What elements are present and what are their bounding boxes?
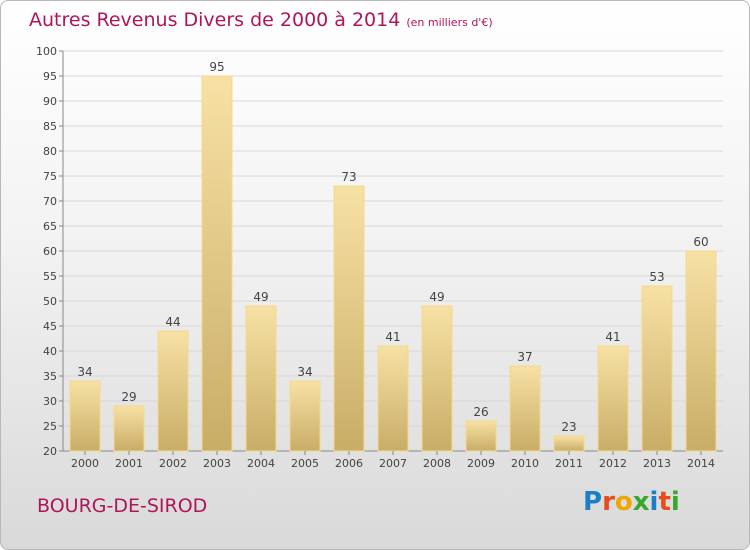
y-tick-label: 30 — [43, 395, 57, 408]
bar — [333, 185, 365, 452]
bar — [157, 330, 189, 452]
bar — [641, 285, 673, 452]
x-tick-label: 2011 — [555, 457, 583, 470]
bar — [465, 420, 497, 452]
x-tick-label: 2004 — [247, 457, 275, 470]
y-tick-label: 70 — [43, 195, 57, 208]
x-tick-label: 2012 — [599, 457, 627, 470]
bar — [421, 305, 453, 452]
data-label: 26 — [473, 405, 488, 419]
data-label: 95 — [209, 60, 224, 74]
x-tick-label: 2001 — [115, 457, 143, 470]
data-label: 60 — [693, 235, 708, 249]
y-tick-label: 55 — [43, 270, 57, 283]
y-tick-label: 75 — [43, 170, 57, 183]
data-label: 37 — [517, 350, 532, 364]
y-tick-label: 100 — [36, 45, 57, 58]
x-tick-label: 2003 — [203, 457, 231, 470]
y-tick-label: 80 — [43, 145, 57, 158]
y-tick-label: 25 — [43, 420, 57, 433]
bar — [289, 380, 321, 452]
data-label: 73 — [341, 170, 356, 184]
bar — [69, 380, 101, 452]
data-label: 23 — [561, 420, 576, 434]
bar — [377, 345, 409, 452]
data-label: 49 — [429, 290, 444, 304]
y-tick-label: 45 — [43, 320, 57, 333]
x-tick-label: 2013 — [643, 457, 671, 470]
bar — [113, 405, 145, 452]
x-tick-label: 2006 — [335, 457, 363, 470]
y-tick-label: 60 — [43, 245, 57, 258]
data-label: 49 — [253, 290, 268, 304]
x-tick-label: 2009 — [467, 457, 495, 470]
bar — [201, 75, 233, 452]
x-tick-label: 2010 — [511, 457, 539, 470]
bar — [553, 435, 585, 452]
place-name: BOURG-DE-SIROD — [37, 495, 208, 517]
x-tick-label: 2002 — [159, 457, 187, 470]
y-tick-label: 35 — [43, 370, 57, 383]
y-tick-label: 40 — [43, 345, 57, 358]
bar — [597, 345, 629, 452]
chart-subtitle: (en milliers d'€) — [406, 16, 493, 29]
x-tick-label: 2000 — [71, 457, 99, 470]
x-tick-label: 2005 — [291, 457, 319, 470]
proxiti-logo: Proxiti — [583, 487, 680, 517]
y-tick-label: 20 — [43, 445, 57, 458]
y-tick-label: 65 — [43, 220, 57, 233]
y-tick-label: 85 — [43, 120, 57, 133]
data-label: 34 — [297, 365, 312, 379]
data-label: 44 — [165, 315, 180, 329]
data-label: 53 — [649, 270, 664, 284]
data-label: 29 — [121, 390, 136, 404]
chart-title: Autres Revenus Divers de 2000 à 2014 — [29, 9, 401, 31]
x-tick-label: 2014 — [687, 457, 715, 470]
y-tick-label: 95 — [43, 70, 57, 83]
data-label: 41 — [605, 330, 620, 344]
x-tick-label: 2007 — [379, 457, 407, 470]
y-tick-label: 50 — [43, 295, 57, 308]
data-label: 34 — [77, 365, 92, 379]
bar — [685, 250, 717, 452]
bar — [245, 305, 277, 452]
x-tick-label: 2008 — [423, 457, 451, 470]
data-label: 41 — [385, 330, 400, 344]
y-tick-label: 90 — [43, 95, 57, 108]
chart-title-block: Autres Revenus Divers de 2000 à 2014 (en … — [29, 9, 493, 31]
bar — [509, 365, 541, 452]
